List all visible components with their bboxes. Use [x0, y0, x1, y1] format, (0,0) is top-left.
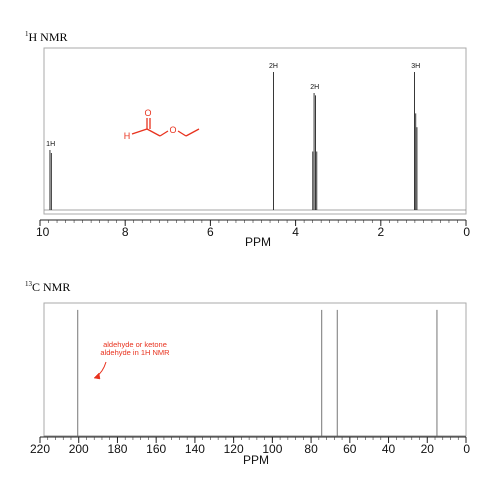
- tick-label: 20: [421, 442, 435, 456]
- plot-frame: [43, 47, 467, 215]
- tick-label: 4: [292, 225, 299, 239]
- plot-frame: [43, 302, 467, 437]
- tick-label: 140: [185, 442, 205, 456]
- c-nmr-title-sup: 13: [25, 280, 32, 288]
- peak: 1H: [46, 141, 55, 210]
- c-nmr-title-label: C NMR: [32, 280, 71, 294]
- tick-label: 120: [224, 442, 244, 456]
- peak-integration-label: 2H: [310, 84, 319, 91]
- annotation-text: aldehyde in 1H NMR: [100, 348, 170, 357]
- tick-label: 220: [30, 442, 50, 456]
- bond: [146, 128, 161, 137]
- tick-label: 6: [207, 225, 214, 239]
- tick-label: 8: [122, 225, 129, 239]
- molecule-structure: H O O: [124, 108, 200, 141]
- x-axis-title: PPM: [245, 235, 271, 249]
- tick-label: 0: [463, 442, 470, 456]
- peak-integration-label: 2H: [269, 63, 278, 70]
- atom-label: O: [169, 125, 176, 135]
- peak: 2H: [310, 84, 319, 210]
- tick-label: 10: [36, 225, 50, 239]
- tick-label: 60: [343, 442, 357, 456]
- annotation-arrowhead: [93, 372, 101, 380]
- h-nmr-chart: 10 8 6 4 2 0 PPM 1H 2H 2H 3H H O O: [36, 47, 470, 249]
- x-axis-title: PPM: [243, 453, 269, 467]
- h-nmr-title-label: H NMR: [28, 30, 68, 44]
- atom-label: O: [144, 108, 151, 118]
- tick-label: 160: [146, 442, 166, 456]
- annotation-text: aldehyde or ketone: [103, 340, 167, 349]
- h-nmr-title-sup: 1: [25, 30, 29, 38]
- atom-label: H: [124, 131, 131, 141]
- bond: [177, 130, 187, 137]
- tick-label: 100: [262, 442, 282, 456]
- tick-label: 180: [107, 442, 127, 456]
- tick-label: 40: [382, 442, 396, 456]
- tick-label: 80: [304, 442, 318, 456]
- bond: [185, 128, 200, 137]
- peak: 2H: [269, 63, 278, 210]
- peak: 3H: [411, 63, 420, 210]
- c-nmr-chart: 220 200 180 160 140 120 100 80 60 40 20 0PPMaldehyd…: [30, 302, 470, 467]
- tick-label: 2: [377, 225, 384, 239]
- h-nmr-title: 1H NMR: [25, 30, 68, 45]
- peak-integration-label: 1H: [46, 141, 55, 148]
- tick-label: 0: [463, 225, 470, 239]
- bond: [131, 128, 148, 135]
- peak-integration-label: 3H: [411, 63, 420, 70]
- c-nmr-title: 13C NMR: [25, 280, 70, 295]
- bond: [159, 130, 169, 137]
- tick-label: 200: [69, 442, 89, 456]
